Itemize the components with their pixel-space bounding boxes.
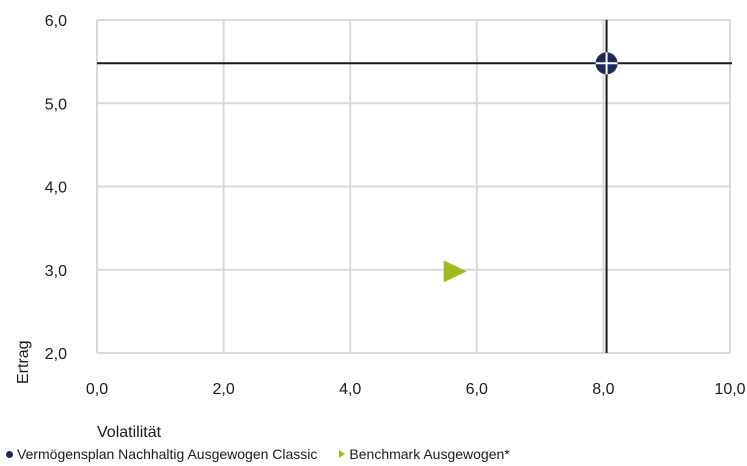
x-axis-label: Volatilität bbox=[97, 424, 162, 440]
scatter-chart: 0,0 2,0 4,0 6,0 8,0 10,0 2,0 3,0 4,0 5,0 6,0 Vola… bbox=[15, 13, 746, 440]
y-axis-label: Ertrag bbox=[15, 340, 32, 384]
legend-item-fund: Vermögensplan Nachhaltig Ausgewogen Clas… bbox=[6, 446, 317, 462]
legend-label-benchmark: Benchmark Ausgewogen* bbox=[349, 446, 510, 462]
y-tick-labels: 2,0 3,0 4,0 5,0 6,0 bbox=[45, 13, 67, 363]
y-tick-label: 3,0 bbox=[45, 263, 67, 280]
y-tick-label: 4,0 bbox=[45, 180, 67, 197]
x-tick-label: 2,0 bbox=[212, 381, 234, 398]
legend: Vermögensplan Nachhaltig Ausgewogen Clas… bbox=[6, 446, 532, 462]
point-benchmark bbox=[443, 260, 467, 283]
x-tick-labels: 0,0 2,0 4,0 6,0 8,0 10,0 bbox=[86, 381, 746, 398]
y-tick-label: 5,0 bbox=[45, 96, 67, 113]
legend-circle-icon bbox=[6, 450, 13, 458]
y-tick-label: 2,0 bbox=[45, 346, 67, 363]
grid-lines bbox=[96, 19, 731, 354]
x-tick-label: 0,0 bbox=[86, 381, 108, 398]
data-points bbox=[443, 52, 618, 283]
x-tick-label: 10,0 bbox=[714, 381, 745, 398]
legend-item-benchmark: Benchmark Ausgewogen* bbox=[339, 446, 510, 462]
crosshair-lines bbox=[97, 20, 732, 353]
x-tick-label: 8,0 bbox=[592, 381, 614, 398]
legend-label-fund: Vermögensplan Nachhaltig Ausgewogen Clas… bbox=[17, 446, 318, 462]
x-tick-label: 6,0 bbox=[466, 381, 488, 398]
y-tick-label: 6,0 bbox=[45, 13, 67, 30]
x-tick-label: 4,0 bbox=[339, 381, 361, 398]
legend-triangle-icon bbox=[339, 450, 346, 458]
